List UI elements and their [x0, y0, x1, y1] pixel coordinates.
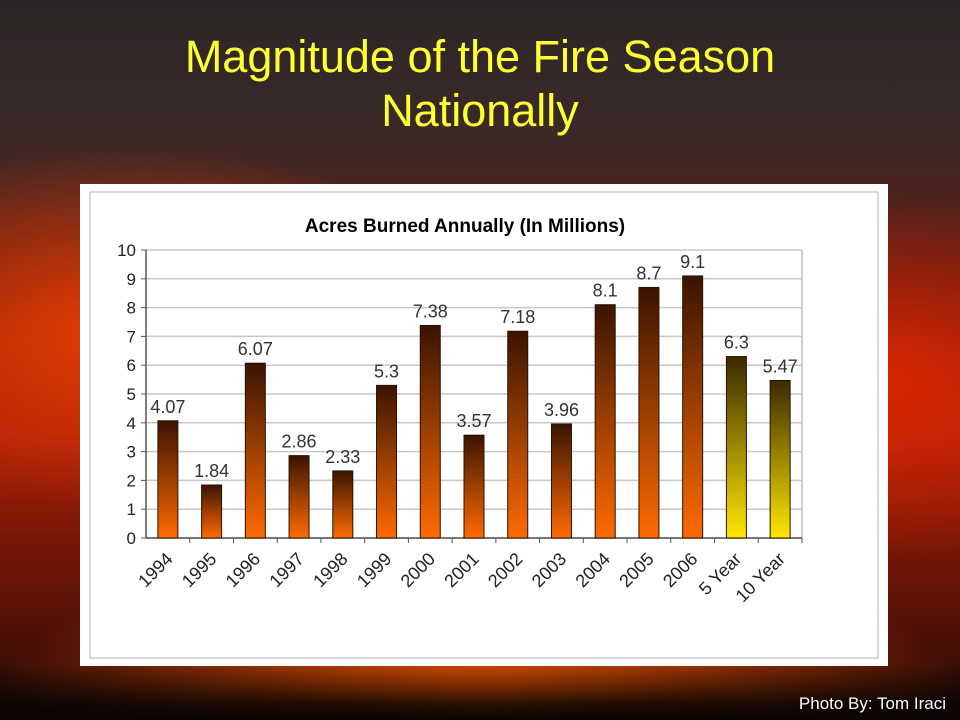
y-tick-label: 10: [117, 241, 136, 260]
bar: [682, 275, 704, 539]
y-tick-label: 4: [127, 414, 136, 433]
bar: [463, 434, 485, 539]
bar: [244, 362, 266, 539]
bar: [638, 286, 660, 539]
x-tick-label: 1998: [309, 549, 351, 591]
data-label: 4.07: [150, 397, 185, 417]
data-label: 3.57: [456, 411, 491, 431]
bar: [288, 455, 310, 539]
data-label: 3.96: [544, 400, 579, 420]
y-tick-label: 8: [127, 299, 136, 318]
x-tick-label: 10 Year: [732, 549, 789, 606]
chart-title: Acres Burned Annually (In Millions): [305, 216, 625, 237]
y-tick-label: 7: [127, 327, 136, 346]
data-label: 7.38: [413, 301, 448, 321]
x-tick-label: 1997: [265, 549, 307, 591]
slide-title-line-2: Nationally: [381, 85, 579, 136]
x-tick-label: 2001: [440, 549, 482, 591]
y-tick-label: 3: [127, 443, 136, 462]
chart-panel: Acres Burned Annually (In Millions) 4.07…: [80, 184, 888, 666]
y-axis-ticks: 0 1 2 3 4 5 6 7 8 9 10: [117, 241, 146, 548]
data-label: 8.7: [636, 263, 661, 283]
bar: [725, 356, 747, 539]
bar: [419, 324, 441, 539]
slide-title: Magnitude of the Fire Season Nationally: [0, 30, 960, 138]
x-tick-label: 1995: [178, 549, 220, 591]
data-labels: 4.07 1.84 6.07 2.86 2.33 5.3 7.38 3.57 7.18 3.96 8…: [150, 252, 797, 481]
y-tick-label: 2: [127, 471, 136, 490]
bar: [507, 330, 529, 539]
x-axis-ticks: 1994 1995 1996 1997 1998 1999 2000 2001 2002 2003…: [134, 538, 803, 606]
bar: [550, 423, 572, 539]
bar: [157, 420, 179, 539]
data-label: 6.3: [724, 333, 749, 353]
y-tick-label: 9: [127, 270, 136, 289]
y-tick-label: 5: [127, 385, 136, 404]
bar: [332, 470, 354, 539]
x-tick-label: 1999: [353, 549, 395, 591]
data-label: 8.1: [593, 281, 618, 301]
bar-chart: Acres Burned Annually (In Millions) 4.07…: [89, 191, 879, 659]
x-tick-label: 2003: [528, 549, 570, 591]
bar: [594, 304, 616, 539]
bar: [769, 379, 791, 539]
y-tick-label: 6: [127, 356, 136, 375]
data-label: 9.1: [680, 252, 705, 272]
chart-frame: [89, 191, 879, 659]
data-label: 2.33: [325, 447, 360, 467]
x-tick-label: 2000: [397, 549, 439, 591]
data-label: 5.3: [374, 361, 399, 381]
data-label: 7.18: [500, 307, 535, 327]
x-tick-label: 1994: [134, 549, 176, 591]
y-tick-label: 0: [127, 529, 136, 548]
photo-credit: Photo By: Tom Iraci: [798, 694, 946, 713]
bar: [376, 384, 398, 539]
data-label: 6.07: [238, 339, 273, 359]
data-label: 1.84: [194, 461, 229, 481]
x-tick-label: 2002: [484, 549, 526, 591]
bars: [157, 275, 791, 539]
y-tick-label: 1: [127, 500, 136, 519]
x-tick-label: 1996: [222, 549, 264, 591]
x-tick-label: 2004: [572, 549, 614, 591]
tree-silhouette: [0, 665, 960, 720]
data-label: 2.86: [282, 432, 317, 452]
x-tick-label: 2005: [615, 549, 657, 591]
bar: [201, 484, 223, 539]
slide-title-line-1: Magnitude of the Fire Season: [184, 31, 776, 82]
data-label: 5.47: [763, 356, 798, 376]
